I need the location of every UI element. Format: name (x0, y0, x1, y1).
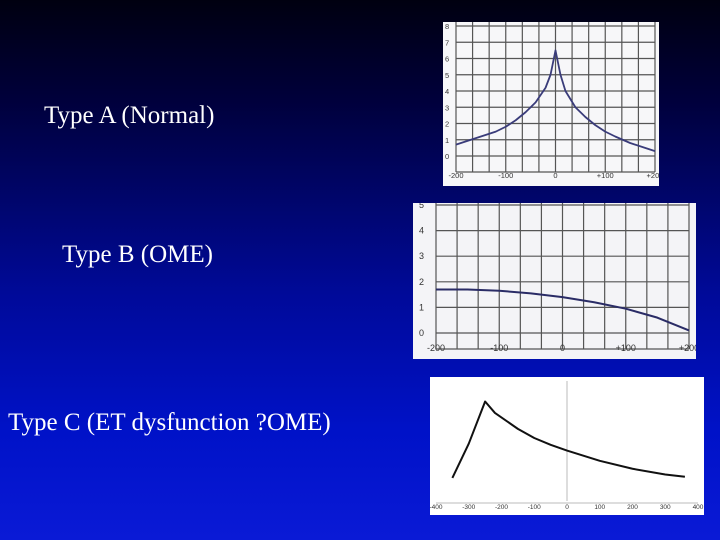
y-tick-label: 7 (445, 38, 449, 47)
x-tick-label: +200 (647, 171, 659, 180)
y-tick-label: 5 (419, 203, 424, 210)
x-tick-label: 0 (560, 343, 565, 353)
grid (435, 203, 690, 350)
x-tick-label: 0 (553, 171, 557, 180)
y-tick-label: 8 (445, 22, 449, 31)
grid (455, 22, 656, 173)
type-c-tympanogram: -400 -300 -200 -100 0 100 200 300 400 (430, 377, 704, 515)
y-tick-label: 2 (445, 120, 449, 129)
y-tick-label: 1 (445, 136, 449, 145)
series-line (436, 288, 690, 332)
x-tick-label: 100 (594, 504, 605, 511)
y-tick-label: 3 (445, 103, 449, 112)
y-tick-label: 4 (445, 87, 449, 96)
series-line (455, 49, 656, 152)
y-tick-label: 6 (445, 55, 449, 64)
x-tick-label: -400 (430, 504, 443, 511)
type-a-chart-svg: 0 1 2 3 4 5 6 7 8 -200 -100 0 +100 +200 (445, 22, 659, 180)
x-tick-label: 200 (627, 504, 638, 511)
x-tick-label: -100 (528, 504, 541, 511)
y-tick-label: 0 (419, 328, 424, 338)
y-tick-label: 5 (445, 71, 449, 80)
y-tick-label: 3 (419, 251, 424, 261)
x-tick-label: +200 (679, 343, 696, 353)
x-tick-label: 0 (565, 504, 569, 511)
x-tick-label: +100 (597, 171, 614, 180)
x-tick-label: -200 (448, 171, 463, 180)
x-tick-label: 400 (693, 504, 704, 511)
x-tick-label: +100 (616, 343, 636, 353)
type-b-chart-svg: 0 1 2 3 4 5 -200 -100 0 +100 +200 (419, 203, 696, 353)
x-tick-label: -100 (490, 343, 508, 353)
y-tick-label: 1 (419, 302, 424, 312)
y-tick-label: 4 (419, 226, 424, 236)
type-b-label: Type B (OME) (62, 241, 214, 268)
type-c-label: Type C (ET dysfunction ?OME) (8, 409, 331, 436)
type-b-tympanogram: 0 1 2 3 4 5 -200 -100 0 +100 +200 (413, 203, 696, 359)
y-tick-label: 0 (445, 152, 449, 161)
x-tick-label: -100 (498, 171, 513, 180)
type-a-tympanogram: 0 1 2 3 4 5 6 7 8 -200 -100 0 +100 +200 (443, 22, 659, 186)
series-line (451, 400, 686, 479)
x-tick-label: 300 (660, 504, 671, 511)
x-tick-label: -300 (462, 504, 475, 511)
y-tick-label: 2 (419, 277, 424, 287)
type-a-label: Type A (Normal) (44, 102, 215, 129)
x-tick-label: -200 (495, 504, 508, 511)
x-tick-label: -200 (427, 343, 445, 353)
type-c-chart-svg: -400 -300 -200 -100 0 100 200 300 400 (430, 381, 704, 511)
